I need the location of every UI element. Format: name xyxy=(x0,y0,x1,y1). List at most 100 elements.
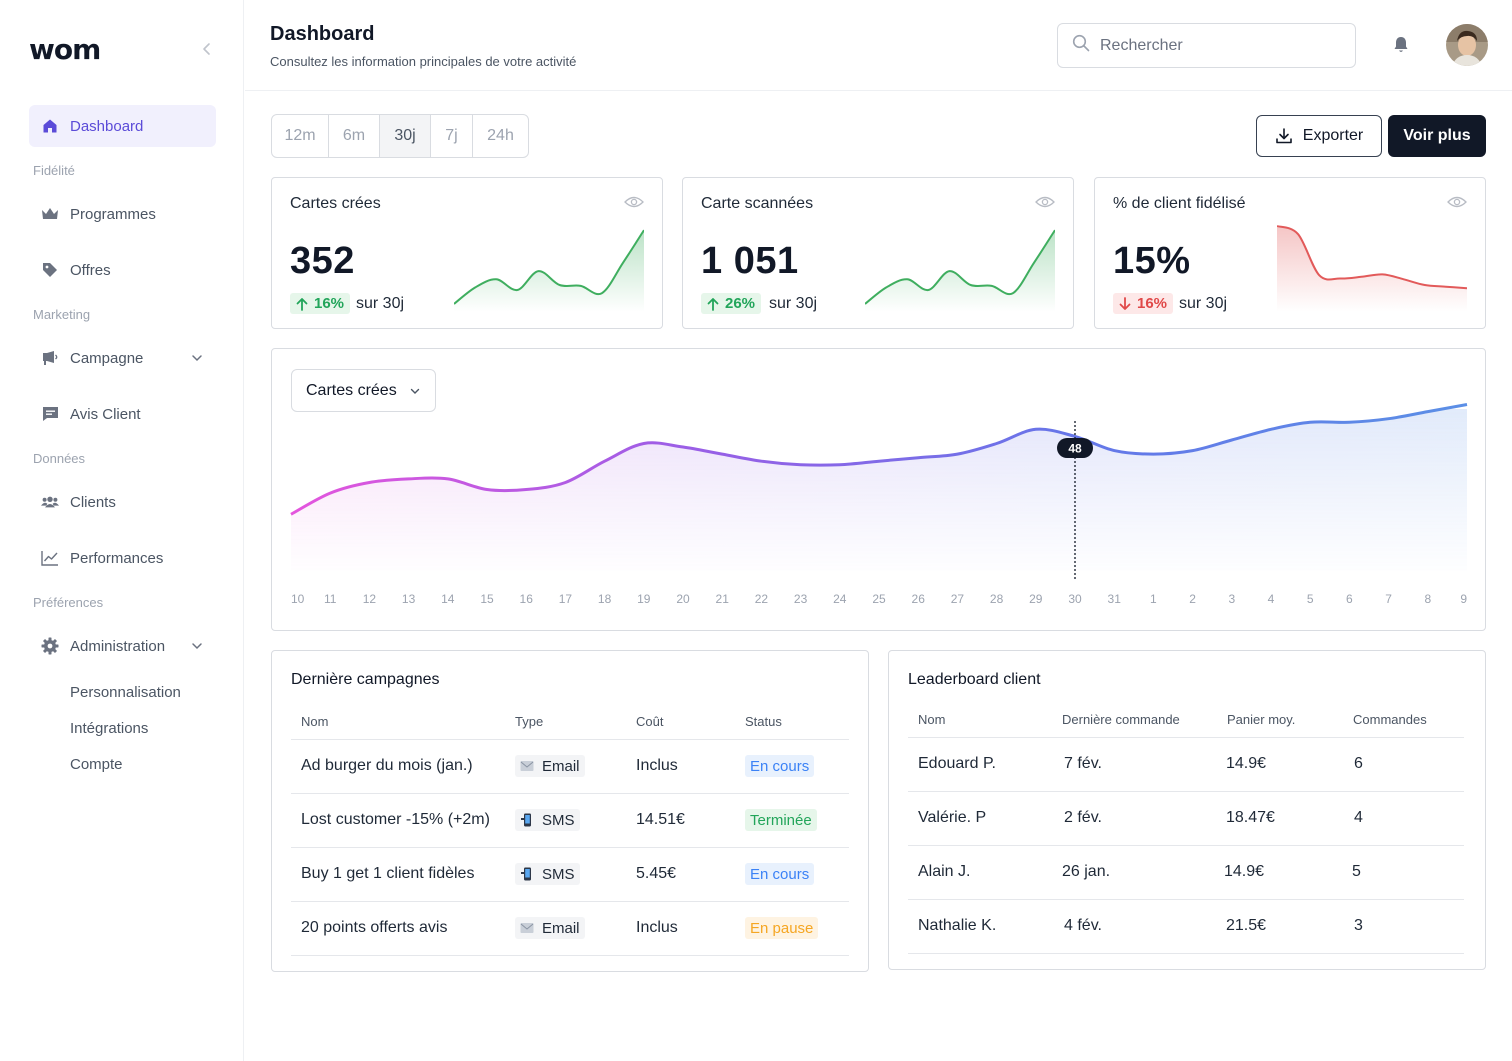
sidebar-item-label: Campagne xyxy=(70,349,144,367)
table-row[interactable]: Ad burger du mois (jan.) Email Inclus En co… xyxy=(272,739,868,793)
sidebar-item-performances[interactable]: Performances xyxy=(29,537,216,579)
x-tick-label: 28 xyxy=(990,592,1004,606)
sidebar-item-dashboard[interactable]: Dashboard xyxy=(29,105,216,147)
app-logo[interactable]: wom xyxy=(29,33,101,66)
table-row[interactable]: 20 points offerts avis Email Inclus En paus… xyxy=(272,901,868,955)
table-row[interactable]: Nathalie K. 4 fév. 21.5€ 3 xyxy=(889,899,1485,953)
sidebar-item-offres[interactable]: Offres xyxy=(29,249,216,291)
sidebar-item-label: Clients xyxy=(70,493,116,511)
period-option[interactable]: 12m xyxy=(272,115,329,157)
x-tick-label: 25 xyxy=(872,592,886,606)
page-title: Dashboard xyxy=(270,23,375,45)
export-button[interactable]: Exporter xyxy=(1256,115,1382,157)
bell-icon[interactable] xyxy=(1391,35,1411,55)
x-tick-label: 23 xyxy=(794,592,808,606)
column-header[interactable]: Commandes xyxy=(1353,712,1427,727)
type-label: SMS xyxy=(542,865,575,883)
column-header[interactable]: Type xyxy=(515,714,544,729)
phone-icon xyxy=(520,813,534,827)
sidebar-item-label: Dashboard xyxy=(70,117,144,135)
table-row[interactable]: Buy 1 get 1 client fidèles SMS 5.45€ En cou… xyxy=(272,847,868,901)
period-selector: 12m 6m 30j 7j 24h xyxy=(271,114,529,158)
x-tick-label: 14 xyxy=(441,592,455,606)
x-tick-label: 30 xyxy=(1068,592,1082,606)
sidebar-item-label: Performances xyxy=(70,549,164,567)
campaign-cost: 5.45€ xyxy=(636,865,677,882)
kpi-change-value: 16% xyxy=(1137,295,1168,312)
order-count: 4 xyxy=(1354,809,1363,826)
row-divider xyxy=(908,899,1464,900)
kpi-period: sur 30j xyxy=(1179,295,1228,312)
column-header[interactable]: Nom xyxy=(301,714,329,729)
table-row[interactable]: Edouard P. 7 fév. 14.9€ 6 xyxy=(889,737,1485,791)
chart-metric-select[interactable]: Cartes crées xyxy=(291,369,436,412)
sparkline-area xyxy=(1277,226,1467,312)
column-header[interactable]: Dernière commande xyxy=(1062,712,1180,727)
x-tick-label: 31 xyxy=(1108,592,1122,606)
see-more-button[interactable]: Voir plus xyxy=(1388,115,1486,157)
period-option[interactable]: 6m xyxy=(329,115,380,157)
order-count: 5 xyxy=(1352,863,1361,880)
sidebar-item-label: Offres xyxy=(70,261,111,279)
sparkline-area xyxy=(454,230,644,312)
kpi-card[interactable]: % de client fidélisé 15% 16% sur 30j xyxy=(1094,177,1486,329)
section-label-preferences: Préférences xyxy=(33,595,104,610)
period-option[interactable]: 30j xyxy=(380,115,431,157)
x-tick-label: 24 xyxy=(833,592,847,606)
x-tick-label: 3 xyxy=(1228,592,1235,606)
avatar[interactable] xyxy=(1446,24,1488,66)
column-header[interactable]: Nom xyxy=(918,712,946,727)
sidebar-item-clients[interactable]: Clients xyxy=(29,481,216,523)
type-label: SMS xyxy=(542,811,575,829)
leaderboard-table-card: Leaderboard client Nom Dernière commande P… xyxy=(888,650,1486,970)
eye-icon[interactable] xyxy=(1447,194,1467,210)
search-input[interactable] xyxy=(1100,36,1340,55)
column-header[interactable]: Status xyxy=(745,714,782,729)
period-option[interactable]: 24h xyxy=(487,127,514,144)
sidebar-item-campagne[interactable]: Campagne xyxy=(29,337,216,379)
sidebar-subitem-integrations[interactable]: Intégrations xyxy=(70,720,149,737)
status-badge: En pause xyxy=(745,917,819,939)
sidebar-item-administration[interactable]: Administration xyxy=(29,625,216,667)
sidebar-subitem-personnalisation[interactable]: Personnalisation xyxy=(70,684,181,701)
kpi-card[interactable]: Carte scannées 1 051 26% sur 30j xyxy=(682,177,1074,329)
table-row[interactable]: Alain J. 26 jan. 14.9€ 5 xyxy=(889,845,1485,899)
x-tick-label: 7 xyxy=(1385,592,1392,606)
x-tick-label: 29 xyxy=(1029,592,1043,606)
client-name: Valérie. P xyxy=(918,809,987,826)
sidebar-subitem-compte[interactable]: Compte xyxy=(70,756,123,773)
sidebar-item-programmes[interactable]: Programmes xyxy=(29,193,216,235)
column-header[interactable]: Coût xyxy=(636,714,664,729)
type-label: Email xyxy=(542,757,580,775)
kpi-card[interactable]: Cartes crées 352 16% sur 30j xyxy=(271,177,663,329)
eye-icon[interactable] xyxy=(1035,194,1055,210)
row-divider xyxy=(908,953,1464,954)
type-label: Email xyxy=(542,919,580,937)
x-tick-label: 6 xyxy=(1346,592,1353,606)
campaign-name: Buy 1 get 1 client fidèles xyxy=(301,865,475,882)
sidebar-item-avis-client[interactable]: Avis Client xyxy=(29,393,216,435)
period-option[interactable]: 7j xyxy=(431,115,473,157)
table-row[interactable]: Valérie. P 2 fév. 18.47€ 4 xyxy=(889,791,1485,845)
type-chip: SMS xyxy=(515,809,580,831)
email-icon xyxy=(520,921,534,935)
x-tick-label: 22 xyxy=(755,592,769,606)
gear-icon xyxy=(41,637,59,655)
sidebar-item-label: Programmes xyxy=(70,205,156,223)
client-name: Nathalie K. xyxy=(918,917,997,934)
order-count: 6 xyxy=(1354,755,1363,772)
collapse-sidebar-icon[interactable] xyxy=(196,38,218,60)
kpi-change-badge: 16% xyxy=(290,293,351,314)
table-row[interactable]: Lost customer -15% (+2m) SMS 14.51€ Terminé… xyxy=(272,793,868,847)
sidebar-item-label: Administration xyxy=(70,637,166,655)
section-label-marketing: Marketing xyxy=(33,307,91,322)
section-label-donnees: Données xyxy=(33,451,86,466)
eye-icon[interactable] xyxy=(624,194,644,210)
search-box[interactable] xyxy=(1057,23,1356,68)
kpi-sparkline xyxy=(865,229,1055,312)
x-tick-label: 15 xyxy=(480,592,494,606)
home-icon xyxy=(41,117,59,135)
highlight-tooltip[interactable] xyxy=(1057,438,1093,458)
kpi-change-value: 26% xyxy=(725,295,756,312)
column-header[interactable]: Panier moy. xyxy=(1227,712,1296,727)
